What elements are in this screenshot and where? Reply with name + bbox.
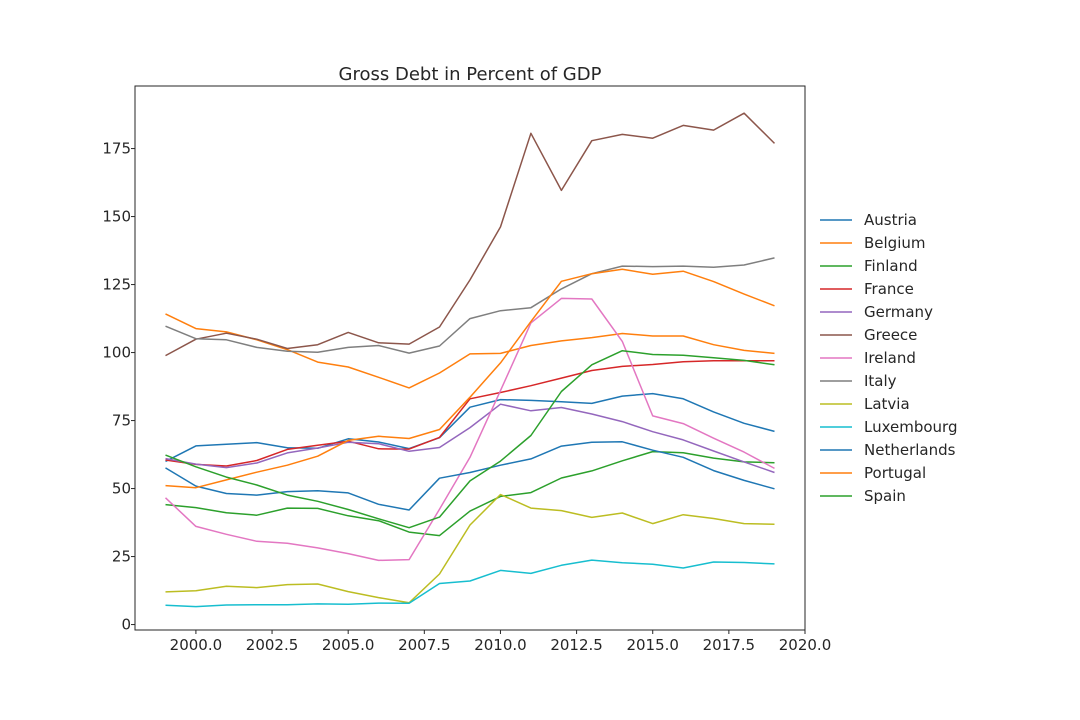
- legend-label-ireland: Ireland: [864, 349, 916, 367]
- y-tick-label: 0: [121, 616, 131, 634]
- series-line-spain: [165, 349, 775, 529]
- chart-title: Gross Debt in Percent of GDP: [339, 64, 602, 85]
- y-tick-label: 75: [112, 412, 131, 430]
- legend-label-greece: Greece: [864, 326, 917, 344]
- x-tick-label: 2020.0: [779, 636, 832, 654]
- legend-label-spain: Spain: [864, 487, 906, 505]
- series-line-france: [165, 359, 775, 467]
- series-line-belgium: [165, 313, 775, 389]
- y-tick-label: 100: [102, 344, 131, 362]
- y-tick-label: 50: [112, 480, 131, 498]
- series-lines: [164, 112, 776, 608]
- legend: Austria Belgium Finland France Germany Greece…: [820, 211, 958, 505]
- x-tick-label: 2012.5: [550, 636, 603, 654]
- legend-label-belgium: Belgium: [864, 234, 926, 252]
- x-tick-label: 2010.0: [474, 636, 527, 654]
- legend-label-luxembourg: Luxembourg: [864, 418, 958, 436]
- x-tick-label: 2000.0: [170, 636, 223, 654]
- plot-area-frame: [134, 85, 806, 631]
- series-line-italy: [165, 257, 775, 354]
- legend-label-france: France: [864, 280, 914, 298]
- x-tick-label: 2002.5: [246, 636, 299, 654]
- series-line-finland: [165, 450, 775, 537]
- series-line-germany: [165, 403, 775, 474]
- y-tick-label: 175: [102, 140, 131, 158]
- x-tick-label: 2015.0: [626, 636, 679, 654]
- series-line-austria: [165, 392, 775, 463]
- x-tick-label: 2007.5: [398, 636, 451, 654]
- y-tick-label: 150: [102, 208, 131, 226]
- y-tick-label: 25: [112, 548, 131, 566]
- y-axis-ticks: 0 25 50 75 100 125 150 175: [102, 140, 135, 634]
- legend-label-netherlands: Netherlands: [864, 441, 956, 459]
- legend-label-germany: Germany: [864, 303, 933, 321]
- series-line-netherlands: [165, 441, 775, 511]
- series-line-portugal: [165, 268, 775, 489]
- x-axis-ticks: 2000.0 2002.5 2005.0 2007.5 2010.0 2012.5 2015…: [170, 630, 832, 654]
- x-tick-label: 2005.0: [322, 636, 375, 654]
- series-line-latvia: [165, 493, 775, 604]
- legend-label-austria: Austria: [864, 211, 917, 229]
- series-line-ireland: [164, 297, 775, 562]
- legend-label-italy: Italy: [864, 372, 897, 390]
- legend-label-portugal: Portugal: [864, 464, 926, 482]
- y-tick-label: 125: [102, 276, 131, 294]
- legend-label-finland: Finland: [864, 257, 918, 275]
- series-line-luxembourg: [165, 559, 775, 608]
- legend-label-latvia: Latvia: [864, 395, 910, 413]
- x-tick-label: 2017.5: [703, 636, 756, 654]
- series-line-greece: [165, 112, 776, 357]
